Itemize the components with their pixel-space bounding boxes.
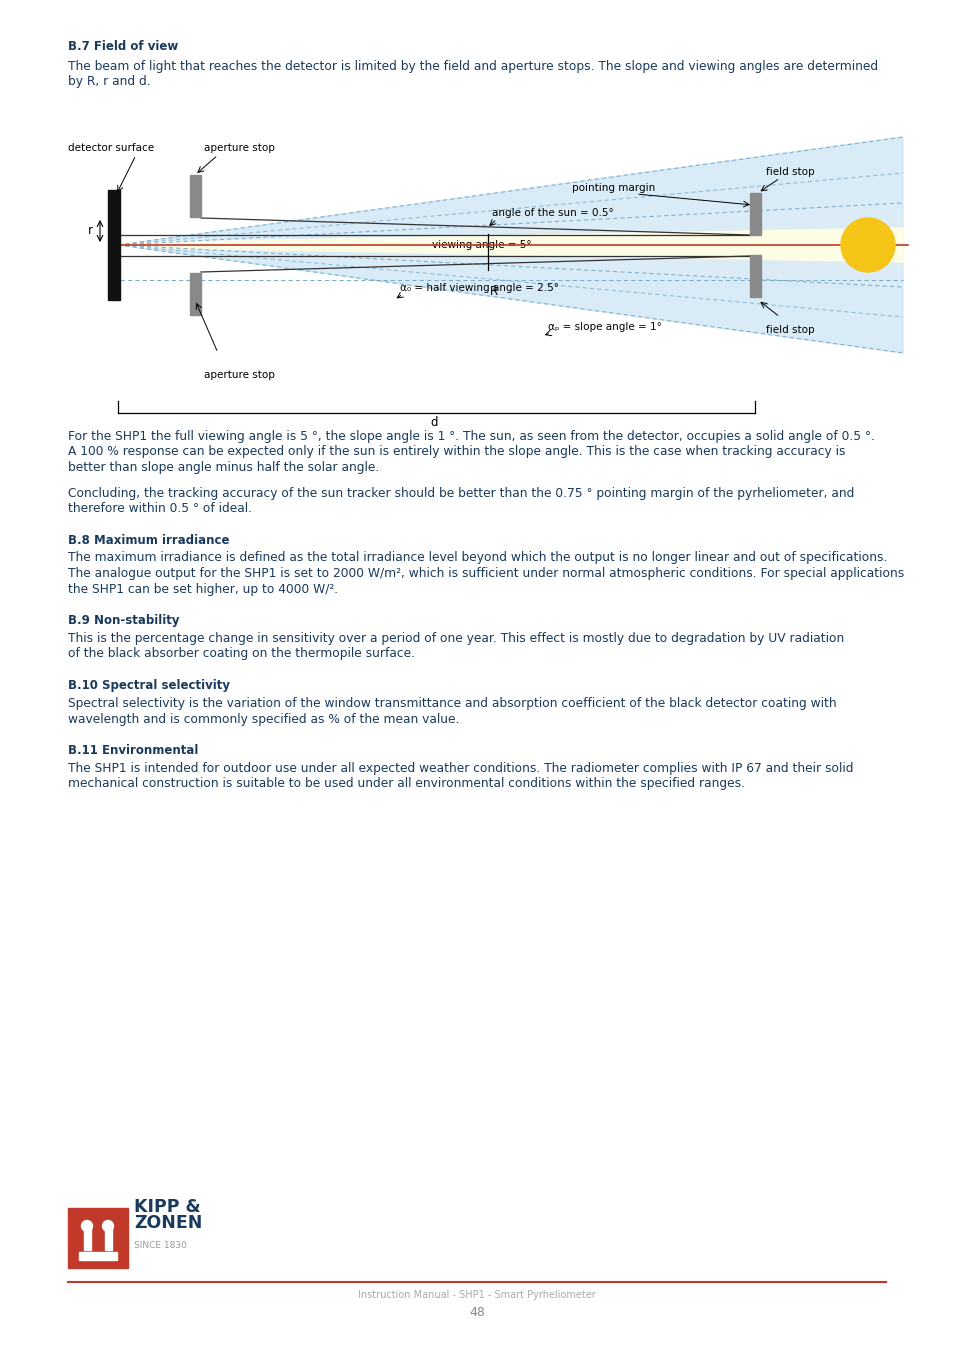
Bar — [79, 1251, 117, 1260]
Bar — [749, 193, 760, 235]
Text: α₀ = half viewing angle = 2.5°: α₀ = half viewing angle = 2.5° — [399, 284, 558, 293]
Bar — [749, 255, 760, 297]
Text: aperture stop: aperture stop — [204, 370, 274, 379]
Text: Instruction Manual - SHP1 - Smart Pyrheliometer: Instruction Manual - SHP1 - Smart Pyrhel… — [357, 1291, 596, 1300]
Text: 48: 48 — [469, 1305, 484, 1319]
Bar — [105, 1228, 112, 1250]
Text: r: r — [88, 224, 92, 238]
Text: B.11 Environmental: B.11 Environmental — [68, 744, 198, 757]
Text: field stop: field stop — [765, 167, 814, 177]
Circle shape — [81, 1220, 92, 1231]
Text: The beam of light that reaches the detector is limited by the field and aperture: The beam of light that reaches the detec… — [68, 59, 877, 73]
Bar — [190, 176, 201, 217]
Text: mechanical construction is suitable to be used under all environmental condition: mechanical construction is suitable to b… — [68, 778, 744, 791]
Bar — [190, 273, 201, 315]
Bar — [108, 190, 120, 300]
Text: R: R — [490, 285, 497, 298]
Text: wavelength and is commonly specified as % of the mean value.: wavelength and is commonly specified as … — [68, 713, 459, 725]
Text: The SHP1 is intended for outdoor use under all expected weather conditions. The : The SHP1 is intended for outdoor use und… — [68, 761, 853, 775]
Text: B.8 Maximum irradiance: B.8 Maximum irradiance — [68, 533, 230, 547]
Polygon shape — [118, 202, 902, 288]
Text: The analogue output for the SHP1 is set to 2000 W/m², which is sufficient under : The analogue output for the SHP1 is set … — [68, 567, 903, 580]
Circle shape — [102, 1220, 113, 1231]
Text: B.10 Spectral selectivity: B.10 Spectral selectivity — [68, 679, 230, 693]
Text: ZONEN: ZONEN — [133, 1214, 202, 1233]
Text: The maximum irradiance is defined as the total irradiance level beyond which the: The maximum irradiance is defined as the… — [68, 552, 886, 564]
Text: field stop: field stop — [765, 325, 814, 335]
Text: This is the percentage change in sensitivity over a period of one year. This eff: This is the percentage change in sensiti… — [68, 632, 843, 645]
Bar — [68, 1208, 128, 1268]
Text: viewing angle = 5°: viewing angle = 5° — [432, 240, 531, 250]
Text: B.7 Field of view: B.7 Field of view — [68, 40, 178, 53]
Bar — [84, 1228, 91, 1250]
Polygon shape — [118, 228, 902, 262]
Text: better than slope angle minus half the solar angle.: better than slope angle minus half the s… — [68, 460, 379, 474]
Text: therefore within 0.5 ° of ideal.: therefore within 0.5 ° of ideal. — [68, 502, 252, 514]
Text: For the SHP1 the full viewing angle is 5 °, the slope angle is 1 °. The sun, as : For the SHP1 the full viewing angle is 5… — [68, 431, 874, 443]
Text: A 100 % response can be expected only if the sun is entirely within the slope an: A 100 % response can be expected only if… — [68, 446, 844, 459]
Text: d: d — [430, 416, 437, 429]
Text: B.9 Non-stability: B.9 Non-stability — [68, 614, 179, 626]
Text: Spectral selectivity is the variation of the window transmittance and absorption: Spectral selectivity is the variation of… — [68, 697, 836, 710]
Text: angle of the sun = 0.5°: angle of the sun = 0.5° — [492, 208, 613, 217]
Text: pointing margin: pointing margin — [572, 184, 655, 193]
Text: SINCE 1830: SINCE 1830 — [133, 1241, 187, 1250]
Text: detector surface: detector surface — [68, 143, 154, 153]
Text: aperture stop: aperture stop — [204, 143, 274, 153]
Polygon shape — [118, 136, 902, 352]
Text: the SHP1 can be set higher, up to 4000 W/².: the SHP1 can be set higher, up to 4000 W… — [68, 582, 337, 595]
Text: Concluding, the tracking accuracy of the sun tracker should be better than the 0: Concluding, the tracking accuracy of the… — [68, 486, 854, 500]
Text: αₚ = slope angle = 1°: αₚ = slope angle = 1° — [547, 323, 661, 332]
Text: of the black absorber coating on the thermopile surface.: of the black absorber coating on the the… — [68, 648, 415, 660]
Text: by R, r and d.: by R, r and d. — [68, 76, 151, 89]
Text: KIPP &: KIPP & — [133, 1197, 200, 1216]
Circle shape — [841, 217, 894, 271]
